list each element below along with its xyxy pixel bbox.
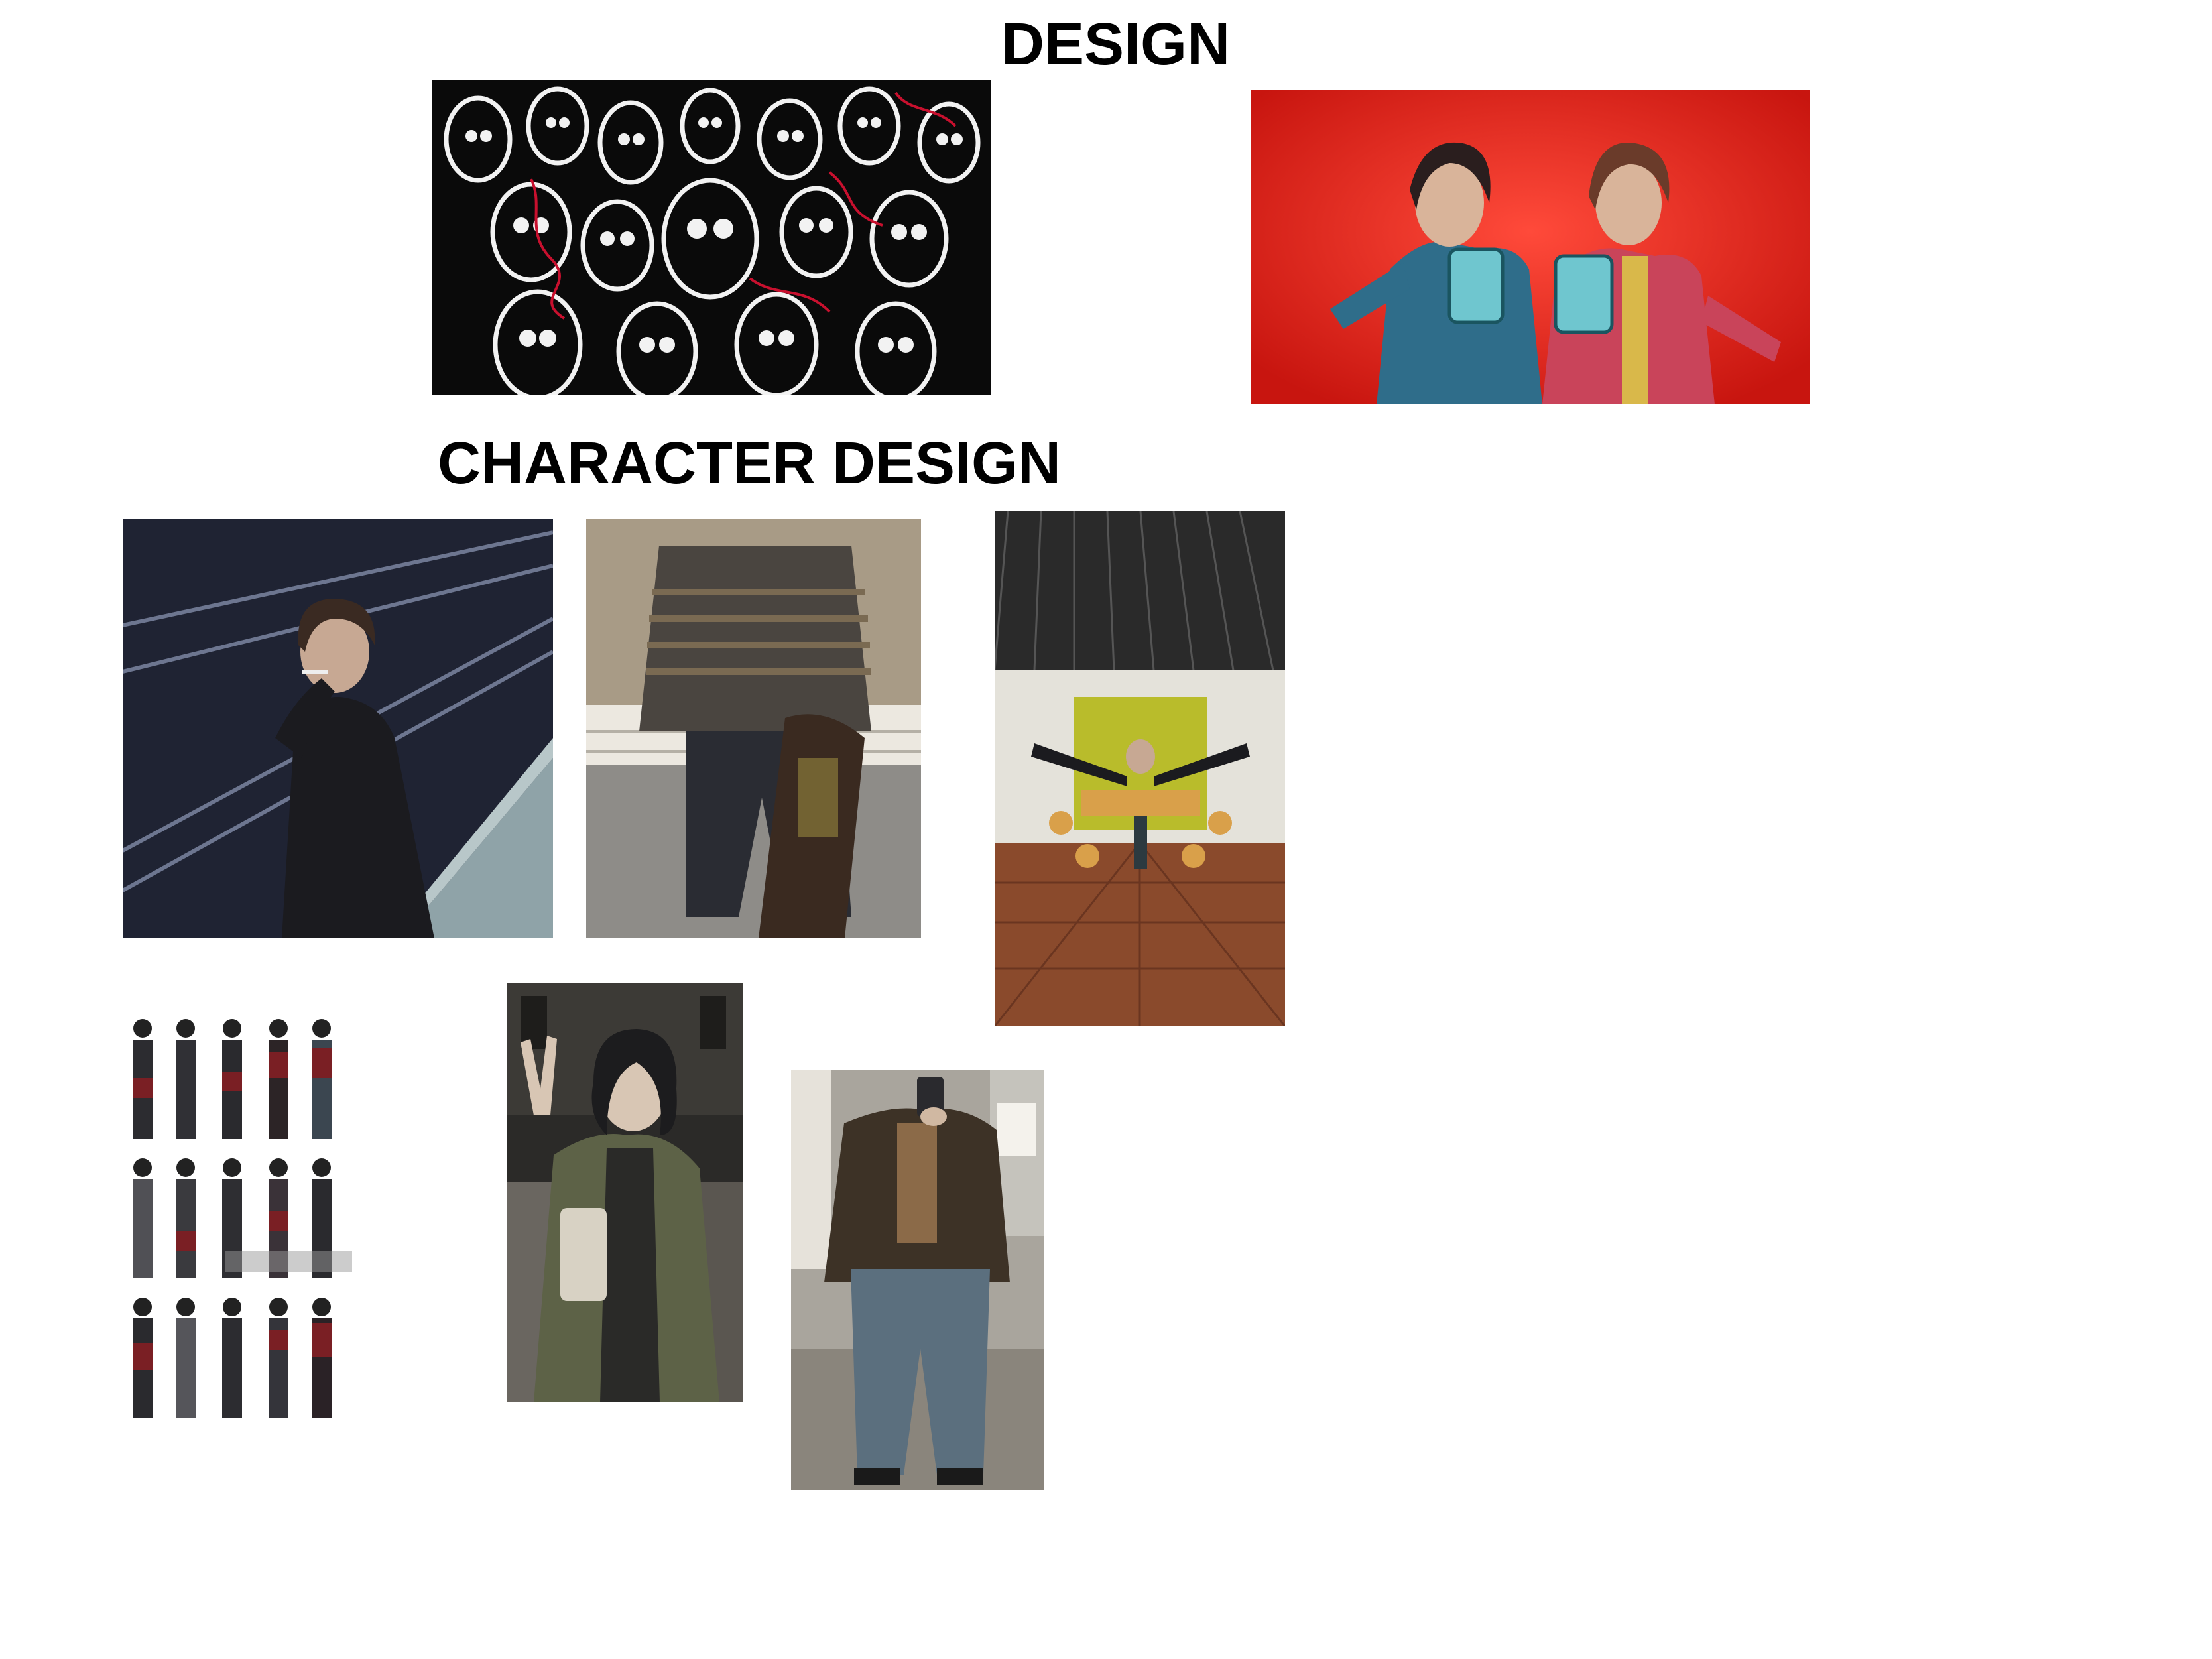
character-design-heading: CHARACTER DESIGN [438, 430, 1062, 497]
crowd-illustration-image [432, 80, 991, 395]
mirror-selfie-photo [791, 1070, 1044, 1490]
lookbook-grid-image [113, 1012, 352, 1430]
red-characters-image [1251, 90, 1810, 404]
cafeteria-photo [995, 511, 1285, 1026]
peace-sign-photo [507, 983, 743, 1402]
design-heading: DESIGN [1001, 11, 1231, 78]
railway-photo [123, 519, 553, 938]
sweater-photo [586, 519, 921, 938]
